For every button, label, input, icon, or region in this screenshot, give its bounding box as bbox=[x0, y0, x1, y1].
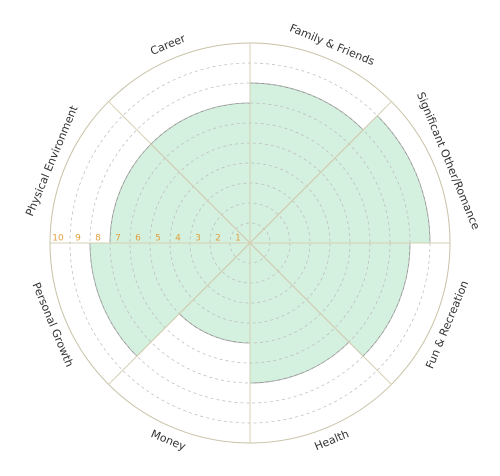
r-tick-label: 5 bbox=[155, 234, 161, 244]
r-tick-label: 8 bbox=[95, 234, 101, 244]
sector bbox=[150, 102, 251, 244]
r-tick-label: 9 bbox=[75, 234, 81, 244]
category-label: Fun & Recreation bbox=[423, 279, 471, 371]
spoke bbox=[249, 242, 392, 385]
category-label: Physical Environment bbox=[23, 103, 81, 218]
r-tick-label: 10 bbox=[52, 234, 64, 244]
r-tick-label: 6 bbox=[135, 234, 141, 244]
spoke bbox=[108, 242, 251, 385]
category-label: Career bbox=[148, 32, 187, 58]
sector bbox=[178, 242, 251, 344]
category-label: Personal Growth bbox=[30, 281, 76, 369]
r-tick-label: 4 bbox=[175, 234, 181, 244]
r-tick-label: 1 bbox=[235, 234, 241, 244]
r-tick-label: 7 bbox=[115, 234, 121, 244]
r-tick-label: 3 bbox=[195, 234, 201, 244]
spoke bbox=[108, 101, 251, 244]
spoke bbox=[249, 101, 392, 244]
category-label: Family & Friends bbox=[288, 22, 377, 69]
r-tick-label: 2 bbox=[215, 234, 221, 244]
